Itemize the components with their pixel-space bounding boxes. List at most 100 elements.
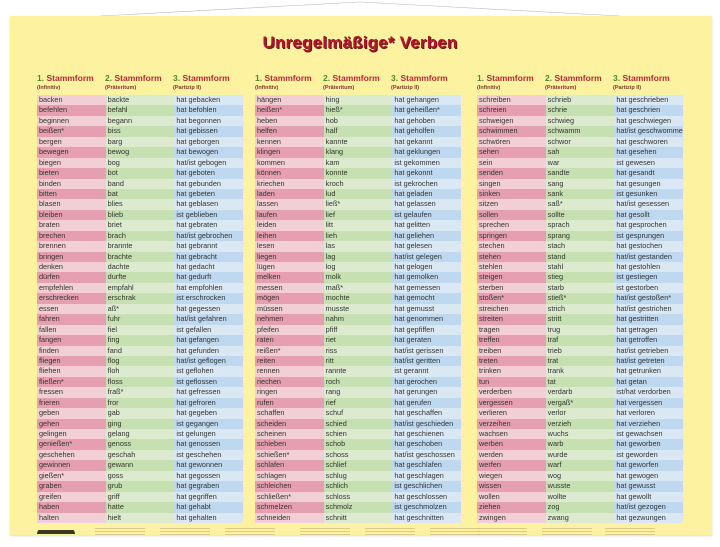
partizip-cell: ist geworden (614, 449, 684, 461)
verb-row: kriechen kroch ist gekrochen (255, 178, 462, 189)
praeteritum-cell: schnitt (323, 512, 393, 523)
infinitiv-cell: brechen (37, 230, 106, 242)
infinitiv-cell: schleichen (255, 481, 324, 492)
verb-row: melken molk hat gemolken (255, 272, 462, 283)
verb-row: sprechen sprach hat gesprochen (477, 220, 684, 231)
partizip-cell: hat gehangen (392, 95, 462, 106)
verb-row: lesen las hat gelesen (255, 241, 462, 252)
praeteritum-cell: barg (105, 136, 175, 148)
praeteritum-cell: lag (323, 251, 393, 262)
stammform-label: Stammform (182, 73, 230, 83)
infinitiv-cell: schreiben (477, 95, 546, 106)
praeteritum-cell: sang (545, 178, 615, 189)
partizip-cell: hat gesungen (614, 178, 684, 189)
verb-row: tun tat hat getan (477, 376, 684, 388)
verb-row: brennen brannte hat gebrannt (37, 241, 244, 252)
praeteritum-cell: hieß* (323, 105, 393, 116)
verb-row: bringen brachte hat gebracht (37, 251, 244, 262)
infinitiv-cell: leihen (255, 230, 324, 242)
column-header: 2. Stammform (323, 73, 391, 85)
praeteritum-cell: fraß* (105, 387, 175, 398)
column-subheaders: (Infinitiv) (Präteritum) (Partizip II) (37, 85, 243, 95)
praeteritum-cell: dachte (105, 262, 175, 273)
infinitiv-cell: beißen* (37, 126, 106, 137)
column-headers: 1. Stammform 2. Stammform 3. Stammform (37, 73, 243, 85)
infinitiv-cell: scheinen (255, 429, 324, 440)
infinitiv-cell: ziehen (477, 502, 546, 513)
partizip-cell: hat/ist gefahren (174, 314, 244, 325)
partizip-cell: hat geschrieben (614, 95, 684, 106)
verb-row: wiegen wog hat gewogen (477, 470, 684, 482)
infinitiv-cell: werfen (477, 460, 546, 471)
partizip-cell: hat gedacht (174, 262, 244, 273)
verb-row: lassen ließ* hat gelassen (255, 199, 462, 210)
poster-title: Unregelmäßige* Verben (262, 33, 458, 52)
praeteritum-cell: wusste (545, 481, 615, 492)
verb-row: treffen traf hat getroffen (477, 335, 684, 346)
partizip-cell: hat gebacken (174, 95, 244, 106)
praeteritum-cell: aß* (105, 303, 175, 315)
infinitiv-cell: verzeihen (477, 418, 546, 429)
verb-row: vergessen vergaß* hat vergessen (477, 397, 684, 409)
infinitiv-cell: empfehlen (37, 282, 106, 294)
infinitiv-cell: melken (255, 272, 324, 283)
praeteritum-cell: brach (105, 230, 175, 242)
verb-row: rufen rief hat gerufen (255, 397, 462, 409)
praeteritum-cell: stand (545, 251, 615, 262)
verb-row: fliehen floh ist geflohen (37, 366, 244, 377)
stammform-number: 2. (105, 73, 113, 83)
partizip-cell: hat/ist geschossen (392, 449, 462, 461)
partizip-cell: hat getan (614, 376, 684, 388)
praeteritum-cell: goss (105, 470, 175, 482)
praeteritum-cell: wurde (545, 449, 615, 461)
infinitiv-cell: springen (477, 230, 546, 242)
verb-row: essen aß* hat gegessen (37, 303, 244, 315)
praeteritum-cell: sank (545, 188, 615, 200)
infinitiv-cell: genießen* (37, 439, 106, 450)
infinitiv-cell: riechen (255, 376, 324, 388)
partizip-cell: hat gefunden (174, 345, 244, 356)
partizip-cell: hat gesehen (614, 147, 684, 158)
verb-row: stoßen* stieß* hat/ist gestoßen* (477, 293, 684, 304)
infinitiv-cell: fahren (37, 314, 106, 325)
infinitiv-cell: kennen (255, 136, 324, 148)
infinitiv-cell: sinken (477, 188, 546, 200)
praeteritum-cell: schied (323, 418, 393, 429)
praeteritum-cell: verdarb (545, 387, 615, 398)
partizip-cell: hat gewogen (614, 470, 684, 482)
infinitiv-cell: fressen (37, 387, 106, 398)
verb-row: hängen hing hat gehangen (255, 95, 462, 106)
partizip-cell: hat geheißen* (392, 105, 462, 116)
praeteritum-cell: schien (323, 429, 393, 440)
column-subheader: (Partizip II) (613, 85, 642, 91)
verb-row: kommen kam ist gekommen (255, 157, 462, 169)
infinitiv-cell: blasen (37, 199, 106, 210)
column-header: 3. Stammform (613, 73, 681, 85)
praeteritum-cell: schlich (323, 481, 393, 492)
praeteritum-cell: schwor (545, 136, 615, 148)
praeteritum-cell: trug (545, 324, 615, 336)
partizip-cell: hat geblasen (174, 199, 244, 210)
infinitiv-cell: geschehen (37, 449, 106, 461)
column-subheader: (Infinitiv) (255, 85, 279, 91)
partizip-cell: hat geschrien (614, 105, 684, 116)
praeteritum-cell: fror (105, 397, 175, 409)
infinitiv-cell: scheiden (255, 418, 324, 429)
verb-row: halten hielt hat gehalten (37, 512, 244, 523)
partizip-cell: hat geboten (174, 168, 244, 179)
verb-row: lügen log hat gelogen (255, 262, 462, 273)
infinitiv-cell: raten (255, 335, 324, 346)
infinitiv-cell: schließen* (255, 491, 324, 503)
stammform-number: 3. (391, 73, 399, 83)
fineprint (225, 528, 275, 536)
infinitiv-cell: zwingen (477, 512, 546, 523)
verb-row: leiden litt hat gelitten (255, 220, 462, 231)
verb-row: bitten bat hat gebeten (37, 188, 244, 200)
praeteritum-cell: lief (323, 209, 393, 221)
verb-row: dürfen durfte hat gedurft (37, 272, 244, 283)
praeteritum-cell: schwamm (545, 126, 615, 137)
praeteritum-cell: bat (105, 188, 175, 200)
partizip-cell: hat getragen (614, 324, 684, 336)
partizip-cell: hat/ist geflogen (174, 355, 244, 367)
verb-table-2: 1. Stammform 2. Stammform 3. Stammform (Inf… (255, 73, 462, 523)
